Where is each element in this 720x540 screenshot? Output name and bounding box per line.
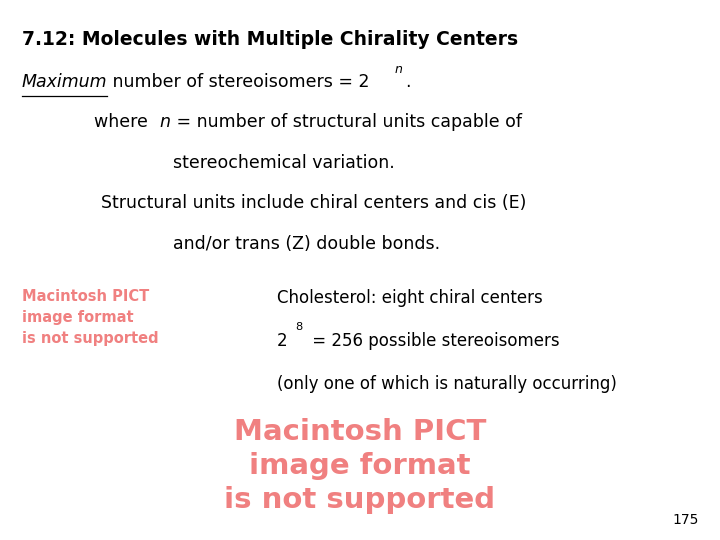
Text: and/or trans (Z) double bonds.: and/or trans (Z) double bonds. (173, 235, 440, 253)
Text: where: where (94, 113, 153, 131)
Text: n: n (159, 113, 170, 131)
Text: Structural units include chiral centers and cis (E): Structural units include chiral centers … (101, 194, 526, 212)
Text: stereochemical variation.: stereochemical variation. (173, 154, 395, 172)
Text: (only one of which is naturally occurring): (only one of which is naturally occurrin… (277, 375, 617, 393)
Text: number of stereoisomers = 2: number of stereoisomers = 2 (107, 73, 369, 91)
Text: n: n (395, 63, 402, 76)
Text: Macintosh PICT
image format
is not supported: Macintosh PICT image format is not suppo… (225, 418, 495, 514)
Text: 8: 8 (295, 322, 302, 333)
Text: 175: 175 (672, 512, 698, 526)
Text: = 256 possible stereoisomers: = 256 possible stereoisomers (307, 332, 559, 350)
Text: 2: 2 (277, 332, 288, 350)
Text: Macintosh PICT
image format
is not supported: Macintosh PICT image format is not suppo… (22, 289, 158, 346)
Text: 7.12: Molecules with Multiple Chirality Centers: 7.12: Molecules with Multiple Chirality … (22, 30, 518, 49)
Text: Cholesterol: eight chiral centers: Cholesterol: eight chiral centers (277, 289, 543, 307)
Text: = number of structural units capable of: = number of structural units capable of (171, 113, 521, 131)
Text: Maximum: Maximum (22, 73, 107, 91)
Text: .: . (405, 73, 411, 91)
